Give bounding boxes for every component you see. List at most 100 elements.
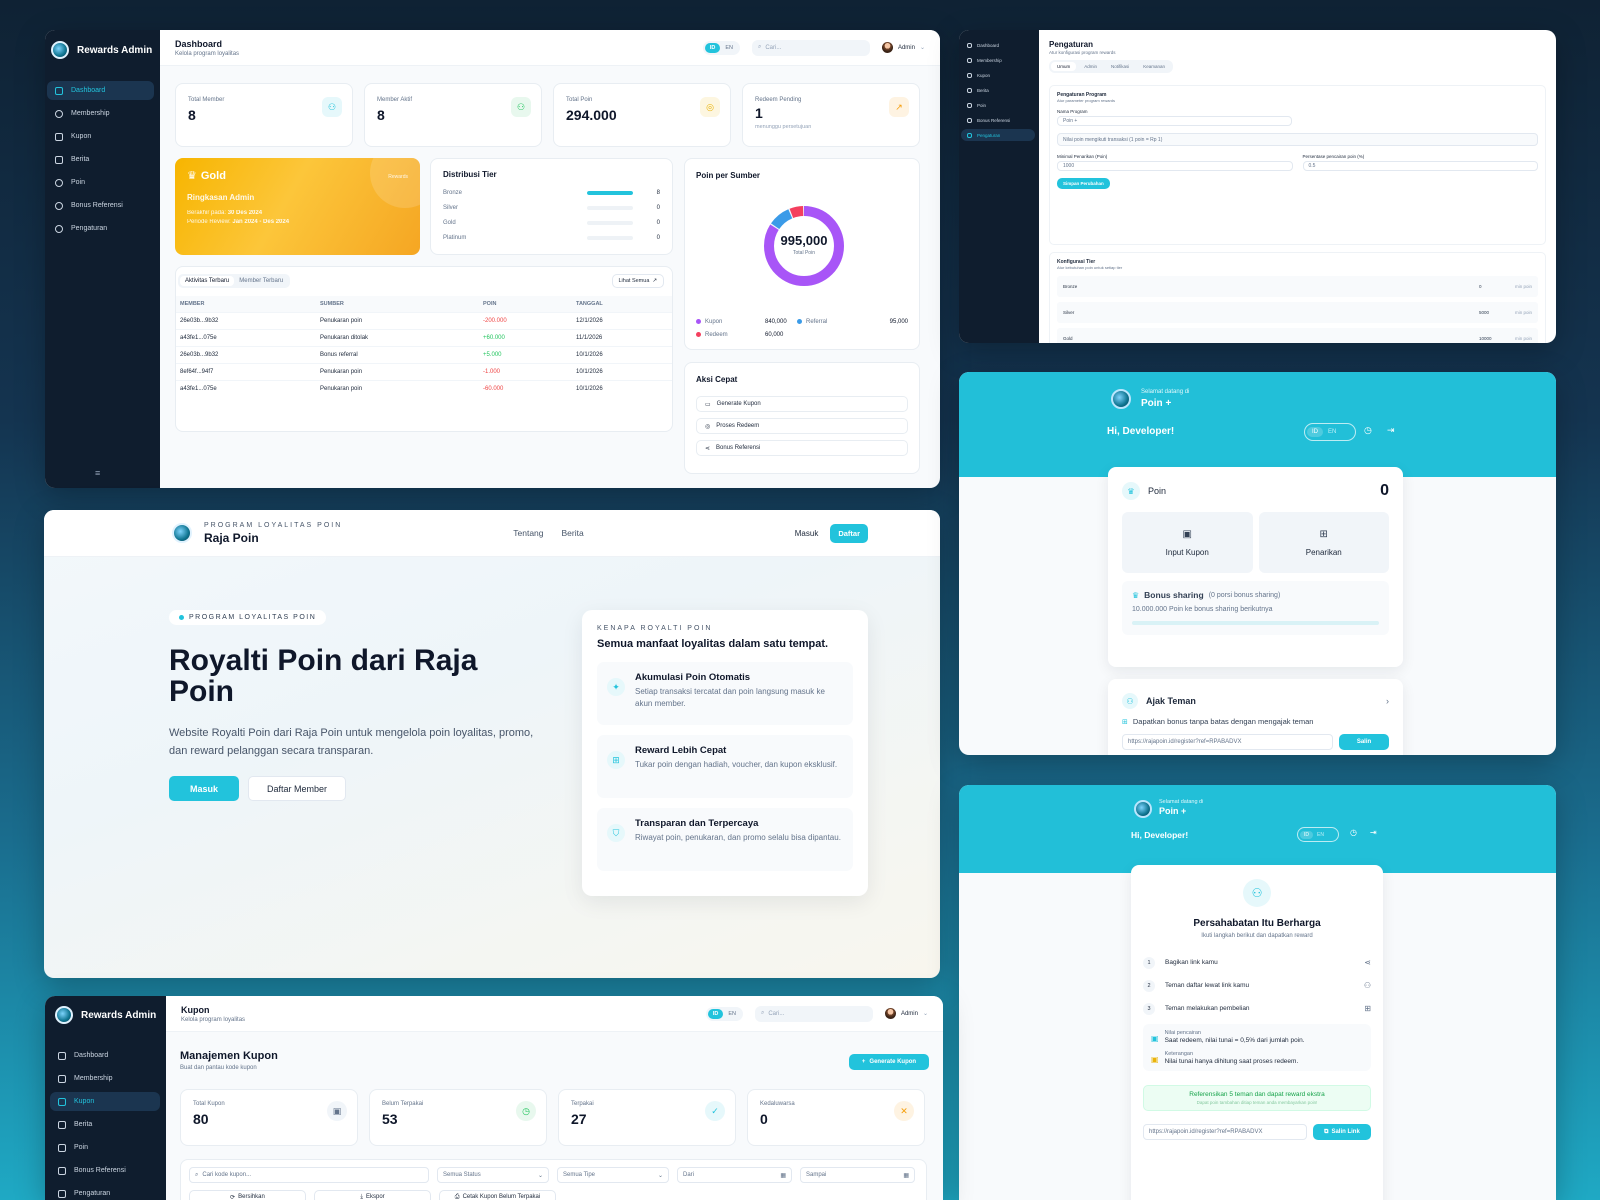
sidebar-item-berita[interactable]: Berita <box>47 150 154 169</box>
sidebar-brand[interactable]: Rewards Admin <box>51 41 152 59</box>
settings-sidebar-item-dashboard[interactable]: Dashboard <box>961 39 1035 51</box>
sidebar-item-dashboard[interactable]: Dashboard <box>50 1046 160 1065</box>
chevron-down-icon: ⌄ <box>922 1011 928 1017</box>
points-value: 0 <box>1380 482 1389 499</box>
login-link[interactable]: Masuk <box>794 528 819 538</box>
quick-action-bonus-referensi[interactable]: ⋖ Bonus Referensi <box>696 440 908 456</box>
tab-aktivitas-terbaru[interactable]: Aktivitas Terbaru <box>180 276 235 286</box>
page-title: Kupon <box>181 1004 210 1015</box>
tier-min-input[interactable]: 10000 <box>1478 336 1492 341</box>
see-all-button[interactable]: Lihat Semua ↗ <box>611 274 664 288</box>
nav-link-berita[interactable]: Berita <box>561 528 584 538</box>
copy-referral-link-button[interactable]: ⧉ Salin Link <box>1313 1124 1371 1140</box>
settings-tab-keamanan[interactable]: Keamanan <box>1143 64 1166 69</box>
settings-tab-notifikasi[interactable]: Notifikasi <box>1111 64 1130 69</box>
print-unused-coupons-button[interactable]: ⎙ Cetak Kupon Belum Terpakai <box>439 1190 556 1200</box>
tab-member-terbaru[interactable]: Member Terbaru <box>239 278 284 284</box>
withdrawal-button[interactable]: ⊞ Penarikan <box>1258 512 1389 573</box>
user-menu[interactable]: Admin ⌄ <box>881 42 925 53</box>
brand-logo-icon[interactable] <box>172 523 192 543</box>
sidebar-item-poin[interactable]: Poin <box>50 1138 160 1157</box>
status-select[interactable]: Semua Status ⌄ <box>437 1167 549 1183</box>
generate-coupon-button[interactable]: + Generate Kupon <box>849 1054 929 1070</box>
points-by-source-card: Poin per Sumber 995,000 Total Poin Kupon… <box>684 158 920 350</box>
sidebar-item-membership[interactable]: Membership <box>47 104 154 123</box>
lang-id-option[interactable]: ID <box>704 42 721 53</box>
settings-sidebar-item-pengaturan[interactable]: Pengaturan <box>961 129 1035 141</box>
bonus-sharing-box: ♛ Bonus sharing (0 porsi bonus sharing) 10… <box>1122 581 1389 635</box>
tier-min-input[interactable]: 5000 <box>1478 310 1489 315</box>
date-from-input[interactable]: Dari ▦ <box>677 1167 792 1183</box>
hero-register-member-button[interactable]: Daftar Member <box>248 776 346 801</box>
coupon-search-input[interactable]: ⌕ Cari kode kupon... <box>189 1167 429 1183</box>
history-icon[interactable]: ◷ <box>1350 828 1357 837</box>
sidebar-item-kupon[interactable]: Kupon <box>50 1092 160 1111</box>
type-select[interactable]: Semua Tipe ⌄ <box>557 1167 669 1183</box>
settings-sidebar-item-berita[interactable]: Berita <box>961 84 1035 96</box>
sidebar-item-pengaturan[interactable]: Pengaturan <box>50 1184 160 1200</box>
sidebar-item-membership[interactable]: Membership <box>50 1069 160 1088</box>
language-toggle[interactable]: ID EN <box>1297 827 1339 842</box>
table-row[interactable]: a43fe1...075e Penukaran poin -60.000 10/1/2… <box>176 380 672 398</box>
input-coupon-button[interactable]: ▣ Input Kupon <box>1122 512 1253 573</box>
sidebar-item-bonus-referensi[interactable]: Bonus Referensi <box>50 1161 160 1180</box>
quick-action-generate-kupon[interactable]: ▭ Generate Kupon <box>696 396 908 412</box>
search-input[interactable]: ⌕ Cari... <box>754 1005 873 1022</box>
sidebar-item-bonus-referensi[interactable]: Bonus Referensi <box>47 196 154 215</box>
user-menu[interactable]: Admin ⌄ <box>884 1008 928 1019</box>
table-row[interactable]: 26e03b...9b32 Bonus referral +5.000 10/1/20… <box>176 346 672 364</box>
settings-tab-admin[interactable]: Admin <box>1084 64 1098 69</box>
history-icon[interactable]: ◷ <box>1364 425 1372 435</box>
sidebar-item-berita[interactable]: Berita <box>50 1115 160 1134</box>
coupon-page-title: Manajemen Kupon <box>180 1050 278 1062</box>
referral-info-box: ▣ Nilai pencairan Saat redeem, nilai tunai… <box>1143 1024 1371 1071</box>
wallet-icon: ▣ <box>1151 1034 1159 1043</box>
language-toggle[interactable]: ID EN <box>1304 423 1356 441</box>
program-note-field[interactable]: Nilai poin mengikuti transaksi (1 poin =… <box>1057 133 1538 146</box>
landing-brand[interactable]: PROGRAM LOYALITAS POIN Raja Poin <box>204 521 343 545</box>
settings-sidebar-item-kupon[interactable]: Kupon <box>961 69 1035 81</box>
referral-link-field[interactable]: https://rajapoin.id/register?ref=RPABADV… <box>1143 1124 1307 1140</box>
table-row[interactable]: 8ef64f...94f7 Penukaran poin -1.000 10/1/20… <box>176 363 672 381</box>
settings-sidebar-item-poin[interactable]: Poin <box>961 99 1035 111</box>
invite-friends-card[interactable]: ⚇ Ajak Teman › ⊞ Dapatkan bonus tanpa bat… <box>1108 679 1403 755</box>
ticket-icon: ▣ <box>327 1101 347 1121</box>
sidebar: Rewards Admin Dashboard Membership Kupon… <box>45 30 160 488</box>
language-toggle[interactable]: ID EN <box>705 1006 743 1021</box>
register-button[interactable]: Daftar <box>830 523 868 543</box>
settings-sidebar-item-bonus-referensi[interactable]: Bonus Referensi <box>961 114 1035 126</box>
payout-percent-input[interactable]: 0.5 <box>1302 161 1538 171</box>
logout-icon[interactable]: ⇥ <box>1387 425 1395 435</box>
sidebar-item-poin[interactable]: Poin <box>47 173 154 192</box>
program-name-input[interactable]: Poin + <box>1057 116 1292 126</box>
language-toggle[interactable]: ID EN <box>702 40 740 55</box>
lang-en-option[interactable]: EN <box>725 44 733 51</box>
hero-login-button[interactable]: Masuk <box>169 776 239 801</box>
sidebar-item-kupon[interactable]: Kupon <box>47 127 154 146</box>
quick-action-proses-redeem[interactable]: ◎ Proses Redeem <box>696 418 908 434</box>
clear-filters-button[interactable]: ⟳ Bersihkan <box>189 1190 306 1200</box>
save-changes-button[interactable]: Simpan Perubahan <box>1057 178 1110 189</box>
table-row[interactable]: 26e03b...9b32 Penukaran poin -200.000 12/1/… <box>176 312 672 330</box>
table-row[interactable]: a43fe1...075e Penukaran ditolak +60.000 11/… <box>176 329 672 347</box>
settings-sidebar-nav: Dashboard Membership Kupon Berita Poin Bonus … <box>961 39 1035 144</box>
sidebar-brand[interactable]: Rewards Admin <box>55 1006 156 1024</box>
bonus-progress-bar <box>1132 621 1379 625</box>
search-input[interactable]: ⌕ Cari... <box>751 39 870 56</box>
min-withdrawal-input[interactable]: 1000 <box>1057 161 1293 171</box>
invite-link-field[interactable]: https://rajapoin.id/register?ref=RPABADV… <box>1122 734 1333 750</box>
settings-tab-umum[interactable]: Umum <box>1051 62 1077 71</box>
settings-sidebar-item-membership[interactable]: Membership <box>961 54 1035 66</box>
sidebar-item-dashboard[interactable]: Dashboard <box>47 81 154 100</box>
sidebar-collapse-icon[interactable]: ≡ <box>95 468 101 478</box>
export-button[interactable]: ⤓ Ekspor <box>314 1190 431 1200</box>
copy-link-button[interactable]: Salin <box>1339 734 1389 750</box>
logout-icon[interactable]: ⇥ <box>1370 828 1377 837</box>
donut-slice-kupon[interactable] <box>764 206 844 286</box>
tier-min-input[interactable]: 0 <box>1478 284 1482 289</box>
nav-link-tentang[interactable]: Tentang <box>513 528 544 538</box>
users-icon: ⚇ <box>1363 981 1371 990</box>
date-to-input[interactable]: Sampai ▦ <box>800 1167 915 1183</box>
external-link-icon: ↗ <box>652 278 657 284</box>
sidebar-item-pengaturan[interactable]: Pengaturan <box>47 219 154 238</box>
